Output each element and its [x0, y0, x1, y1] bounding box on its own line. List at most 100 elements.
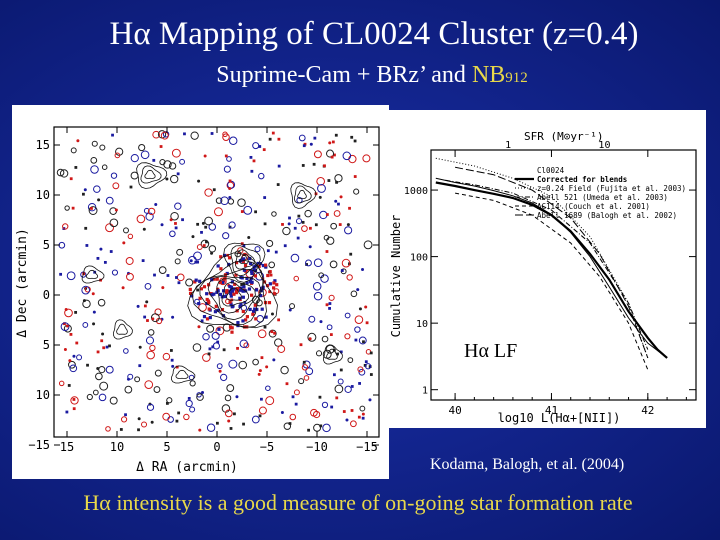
galaxy-marker: [318, 195, 322, 199]
galaxy-marker: [325, 250, 329, 253]
galaxy-marker: [326, 149, 335, 158]
galaxy-marker: [216, 340, 220, 344]
galaxy-marker: [115, 147, 124, 156]
galaxy-marker: [220, 196, 229, 206]
galaxy-marker: [334, 384, 344, 394]
galaxy-marker: [263, 263, 268, 267]
bottom-statement: Hα intensity is a good measure of on-goi…: [83, 490, 633, 515]
galaxy-marker: [102, 346, 106, 350]
density-contour: [293, 185, 312, 204]
galaxy-marker: [221, 280, 225, 284]
galaxy-marker: [242, 285, 246, 289]
galaxy-marker: [266, 249, 270, 253]
lf-x-axis-label: log10 L(Hα+[NII]): [498, 411, 621, 425]
galaxy-marker: [202, 285, 207, 289]
galaxy-marker: [125, 256, 134, 265]
galaxy-marker: [126, 377, 130, 381]
density-contour: [81, 265, 105, 284]
galaxy-marker: [176, 172, 180, 176]
galaxy-marker: [130, 153, 139, 163]
galaxy-marker: [169, 349, 173, 352]
galaxy-marker: [80, 271, 87, 278]
map-x-tick-label: −10: [306, 440, 328, 454]
galaxy-marker: [297, 214, 301, 218]
galaxy-marker: [369, 351, 373, 355]
galaxy-marker: [74, 310, 78, 314]
galaxy-marker: [287, 222, 291, 226]
lf-series-line: [435, 177, 668, 359]
galaxy-marker: [150, 420, 154, 424]
galaxy-marker: [207, 307, 211, 311]
galaxy-marker: [224, 394, 232, 402]
lf-series-line: [455, 166, 649, 359]
lf-legend-entry: Abell 1689 (Balogh et al. 2002): [537, 211, 677, 220]
galaxy-marker: [318, 395, 322, 399]
density-contour: [216, 278, 256, 314]
galaxy-marker: [248, 279, 253, 284]
galaxy-marker: [330, 405, 334, 409]
galaxy-marker: [223, 294, 227, 299]
galaxy-marker: [253, 268, 258, 272]
galaxy-marker: [301, 225, 308, 232]
galaxy-marker: [344, 385, 352, 394]
galaxy-marker: [265, 283, 270, 288]
galaxy-marker: [208, 245, 217, 253]
galaxy-marker: [348, 206, 351, 210]
galaxy-marker: [161, 286, 165, 290]
galaxy-marker: [218, 369, 222, 373]
galaxy-marker: [142, 227, 146, 231]
galaxy-marker: [321, 335, 329, 343]
galaxy-marker: [309, 226, 312, 230]
galaxy-marker: [329, 333, 333, 336]
galaxy-marker: [240, 283, 244, 287]
galaxy-marker: [120, 416, 128, 423]
galaxy-marker: [354, 315, 364, 324]
galaxy-marker: [283, 244, 287, 248]
galaxy-marker: [248, 256, 252, 261]
galaxy-marker: [72, 354, 76, 358]
galaxy-marker: [264, 315, 268, 319]
galaxy-marker: [362, 340, 365, 344]
galaxy-marker: [234, 261, 239, 265]
density-contour: [191, 259, 267, 328]
galaxy-marker: [346, 274, 353, 281]
galaxy-marker: [337, 202, 340, 206]
galaxy-marker: [309, 142, 313, 146]
galaxy-marker: [101, 164, 108, 170]
galaxy-marker: [220, 373, 228, 382]
galaxy-marker: [163, 160, 172, 169]
galaxy-marker: [307, 428, 311, 432]
galaxy-marker: [223, 165, 231, 173]
galaxy-marker: [334, 174, 343, 183]
galaxy-marker: [252, 159, 256, 163]
galaxy-marker: [326, 236, 335, 245]
map-x-tick-label: −5: [260, 440, 274, 454]
galaxy-marker: [254, 317, 258, 321]
density-contour: [234, 249, 255, 270]
map-x-ticks: 15 10 5 0 −5 −10 −15: [60, 127, 378, 454]
galaxy-marker: [68, 359, 72, 363]
galaxy-marker: [185, 278, 194, 287]
galaxy-marker: [298, 134, 306, 142]
galaxy-marker: [190, 294, 194, 298]
galaxy-marker: [86, 363, 89, 367]
galaxy-marker: [147, 207, 156, 216]
galaxy-marker: [215, 197, 223, 204]
galaxy-marker: [208, 347, 212, 351]
galaxy-marker: [298, 378, 305, 385]
galaxy-marker: [228, 187, 232, 191]
galaxy-marker: [331, 140, 335, 144]
galaxy-marker: [239, 339, 249, 348]
galaxy-marker: [174, 226, 178, 230]
galaxy-marker: [199, 287, 203, 291]
galaxy-marker: [70, 396, 79, 405]
galaxy-marker: [224, 154, 228, 158]
galaxy-marker: [303, 142, 307, 146]
galaxy-marker: [258, 369, 262, 373]
galaxy-marker: [354, 326, 361, 333]
galaxy-marker: [204, 225, 208, 229]
galaxy-marker: [200, 230, 203, 234]
galaxy-marker: [249, 155, 253, 159]
galaxy-marker: [188, 255, 197, 265]
galaxy-marker: [228, 196, 232, 200]
